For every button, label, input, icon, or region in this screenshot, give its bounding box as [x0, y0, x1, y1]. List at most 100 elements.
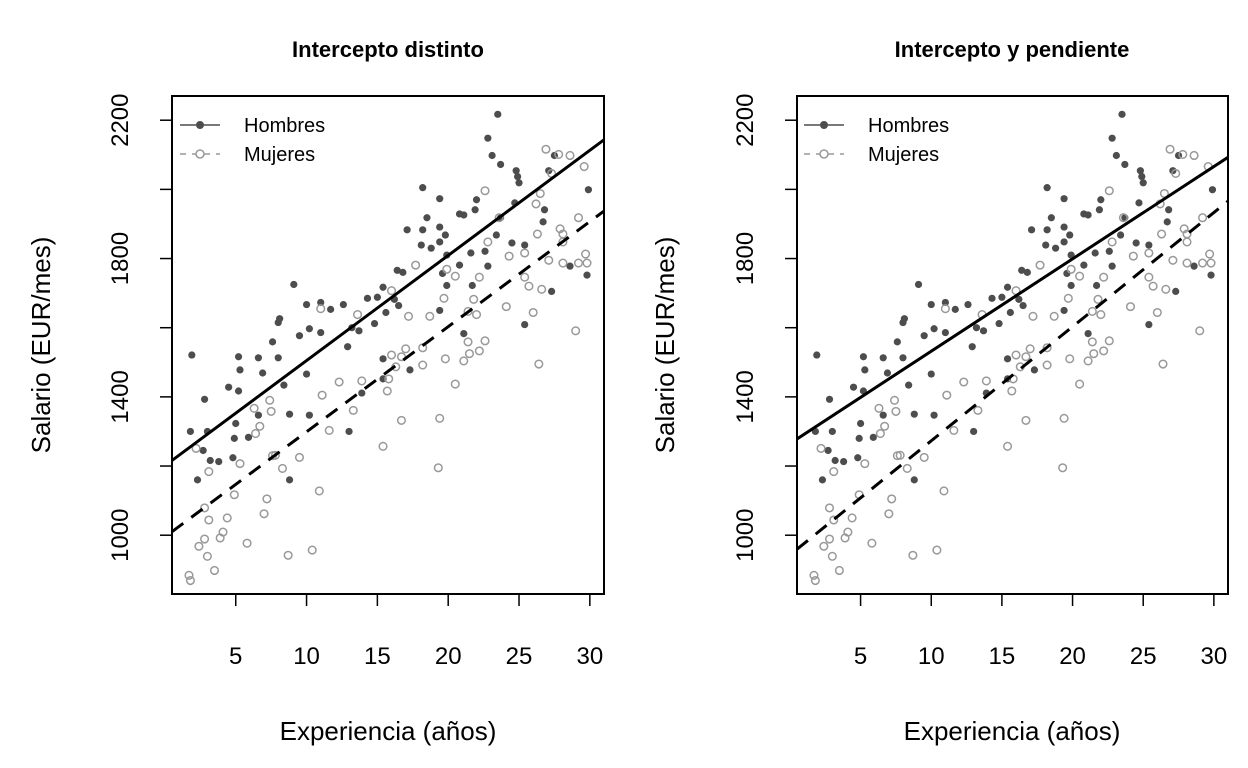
x-tick-label: 5: [229, 643, 242, 670]
data-point: [869, 433, 877, 441]
data-point: [363, 294, 372, 302]
data-point: [1066, 231, 1074, 239]
legend-label-hombres: Hombres: [244, 115, 325, 137]
data-point: [539, 218, 547, 226]
data-point: [185, 575, 195, 586]
data-point: [307, 545, 317, 555]
fit-line-hombres: [172, 138, 604, 462]
data-point: [280, 381, 288, 389]
legend-label-mujeres: Mujeres: [868, 144, 939, 166]
data-point: [378, 441, 388, 451]
data-point: [565, 150, 575, 161]
data-point: [941, 298, 949, 307]
data-point: [1208, 186, 1217, 194]
data-point: [809, 570, 819, 580]
x-tick-label: 15: [364, 643, 391, 670]
data-point: [825, 395, 834, 403]
data-point: [1178, 149, 1188, 159]
data-point: [528, 307, 538, 318]
data-point: [827, 551, 837, 561]
data-point: [204, 467, 214, 477]
data-point: [373, 293, 381, 301]
data-point: [874, 403, 884, 413]
data-point: [1190, 262, 1198, 270]
data-point: [1112, 151, 1120, 160]
data-point: [512, 167, 520, 175]
data-point: [970, 427, 978, 436]
data-point: [501, 302, 511, 312]
data-point: [1025, 344, 1035, 354]
data-point: [348, 405, 358, 415]
data-point: [824, 446, 832, 455]
data-point: [910, 410, 918, 418]
data-point: [334, 377, 344, 387]
data-point: [535, 188, 545, 199]
data-point: [1161, 284, 1171, 294]
data-point: [305, 325, 313, 333]
data-point: [515, 179, 523, 187]
data-point: [920, 332, 928, 340]
data-point: [1158, 359, 1168, 369]
x-tick-label: 25: [506, 643, 533, 670]
data-point: [941, 328, 949, 337]
data-point: [206, 456, 214, 465]
y-tick-label: 2200: [107, 94, 134, 147]
data-point: [268, 338, 277, 346]
panel-intercepto-y-pendiente: Intercepto y pendiente Experiencia (años…: [650, 37, 1229, 746]
data-point: [443, 281, 451, 290]
data-point: [463, 306, 473, 317]
data-point: [520, 248, 530, 258]
x-tick-label: 30: [576, 643, 603, 670]
data-point: [521, 320, 529, 329]
data-point: [222, 513, 232, 523]
data-point: [893, 338, 901, 346]
data-point: [1007, 386, 1017, 396]
data-point: [345, 427, 353, 436]
data-point: [1042, 360, 1052, 370]
data-point: [194, 541, 204, 551]
x-tick-label: 10: [918, 643, 945, 670]
data-point: [581, 249, 591, 259]
data-point: [435, 413, 445, 423]
legend: Hombres Mujeres: [804, 115, 949, 166]
data-point: [854, 454, 862, 462]
data-point: [1043, 226, 1051, 234]
data-point: [995, 319, 1003, 328]
data-point: [1047, 214, 1055, 222]
data-point: [880, 421, 890, 431]
data-point: [884, 509, 894, 519]
data-point: [379, 355, 387, 363]
data-point: [1136, 167, 1144, 175]
data-point: [1117, 231, 1125, 239]
data-point: [484, 134, 492, 142]
data-point: [423, 214, 431, 222]
data-point: [940, 304, 950, 314]
data-point: [480, 336, 490, 346]
data-point: [317, 328, 325, 337]
data-point: [959, 377, 969, 387]
data-point: [1066, 264, 1076, 274]
plot-frame: [796, 95, 1229, 595]
data-point: [1179, 224, 1189, 234]
data-point: [1207, 271, 1215, 279]
data-point: [1084, 329, 1092, 338]
data-point: [355, 327, 363, 335]
x-tick-label: 10: [293, 643, 320, 670]
data-point: [829, 467, 839, 477]
data-point: [1006, 308, 1014, 317]
data-point: [455, 261, 464, 269]
data-point: [471, 206, 479, 214]
data-point: [879, 411, 887, 419]
data-point: [450, 379, 460, 389]
data-point: [1172, 287, 1180, 295]
data-point: [255, 421, 265, 431]
data-point: [265, 395, 275, 405]
data-point: [235, 459, 245, 469]
data-point: [1108, 262, 1116, 270]
data-point: [418, 360, 428, 370]
data-point: [442, 264, 452, 274]
data-point: [973, 405, 983, 415]
data-point: [1198, 213, 1208, 223]
data-point: [895, 450, 905, 460]
